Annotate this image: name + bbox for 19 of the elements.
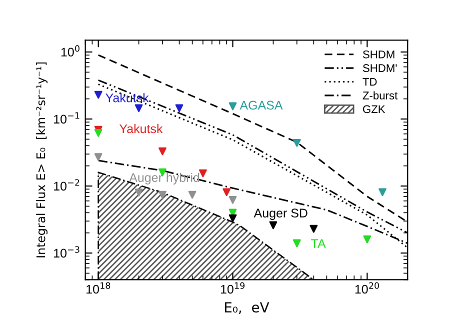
series-label: Auger SD xyxy=(254,208,308,220)
legend-label: Z-burst xyxy=(362,91,398,100)
legend-label: SHDM' xyxy=(362,64,397,72)
legend-label: SHDM xyxy=(362,50,394,58)
legend-label: TD xyxy=(362,78,377,86)
y-tick-label: 10$^{−2}$ xyxy=(54,179,80,191)
x-axis-title: E₀, eV xyxy=(225,302,270,314)
x-tick-label: 10$^{19}$ xyxy=(220,282,245,294)
series-label: TA xyxy=(311,239,326,248)
y-tick-label: 10$^{−3}$ xyxy=(54,246,80,258)
y-tick-label: 10$^{0}$ xyxy=(61,45,80,57)
x-tick-label: 10$^{18}$ xyxy=(86,282,110,294)
x-tick-label: 10$^{20}$ xyxy=(355,282,380,294)
series-label: Auger hybrid xyxy=(129,172,200,184)
y-tick-label: 10$^{−1}$ xyxy=(54,112,80,124)
series-label: AGASA xyxy=(240,100,283,110)
series-label: Yakutsk xyxy=(119,124,163,134)
y-axis-title: Integral Flux E> E₀ [km⁻²sr⁻¹y⁻¹] xyxy=(36,62,48,258)
legend-label: GZK xyxy=(363,105,386,114)
